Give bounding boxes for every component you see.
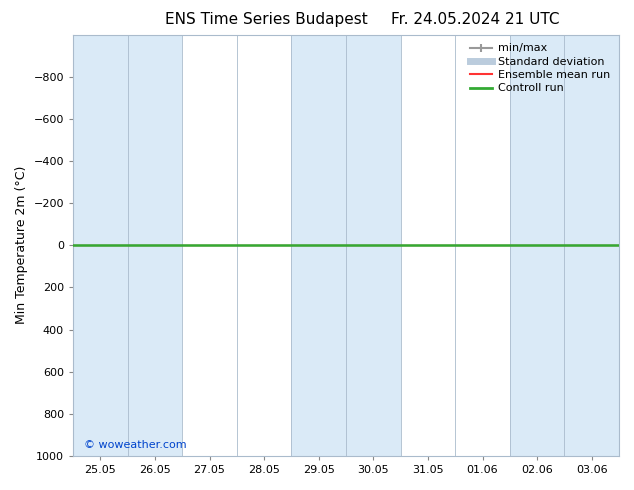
Bar [292, 35, 346, 456]
Bar [73, 35, 127, 456]
Bar [127, 35, 182, 456]
Text: ENS Time Series Budapest: ENS Time Series Budapest [165, 12, 368, 27]
Bar [564, 35, 619, 456]
Y-axis label: Min Temperature 2m (°C): Min Temperature 2m (°C) [15, 166, 28, 324]
Bar [510, 35, 564, 456]
Legend: min/max, Standard deviation, Ensemble mean run, Controll run: min/max, Standard deviation, Ensemble me… [467, 40, 614, 97]
Text: © woweather.com: © woweather.com [84, 440, 186, 450]
Bar [346, 35, 401, 456]
Text: Fr. 24.05.2024 21 UTC: Fr. 24.05.2024 21 UTC [391, 12, 560, 27]
